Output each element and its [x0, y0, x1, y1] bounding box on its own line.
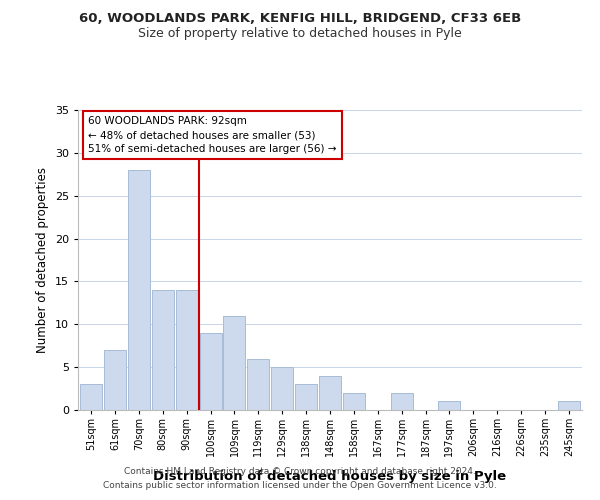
- Bar: [176, 290, 197, 410]
- Y-axis label: Number of detached properties: Number of detached properties: [36, 167, 49, 353]
- Bar: [271, 367, 293, 410]
- Text: 60, WOODLANDS PARK, KENFIG HILL, BRIDGEND, CF33 6EB: 60, WOODLANDS PARK, KENFIG HILL, BRIDGEN…: [79, 12, 521, 26]
- Bar: [558, 402, 580, 410]
- Bar: [295, 384, 317, 410]
- Text: Size of property relative to detached houses in Pyle: Size of property relative to detached ho…: [138, 28, 462, 40]
- Bar: [104, 350, 126, 410]
- Bar: [391, 393, 413, 410]
- Bar: [152, 290, 174, 410]
- X-axis label: Distribution of detached houses by size in Pyle: Distribution of detached houses by size …: [154, 470, 506, 483]
- Bar: [223, 316, 245, 410]
- Bar: [128, 170, 150, 410]
- Bar: [80, 384, 102, 410]
- Text: Contains public sector information licensed under the Open Government Licence v3: Contains public sector information licen…: [103, 481, 497, 490]
- Bar: [200, 333, 221, 410]
- Bar: [439, 402, 460, 410]
- Bar: [343, 393, 365, 410]
- Bar: [247, 358, 269, 410]
- Text: 60 WOODLANDS PARK: 92sqm
← 48% of detached houses are smaller (53)
51% of semi-d: 60 WOODLANDS PARK: 92sqm ← 48% of detach…: [88, 116, 337, 154]
- Bar: [319, 376, 341, 410]
- Text: Contains HM Land Registry data © Crown copyright and database right 2024.: Contains HM Land Registry data © Crown c…: [124, 467, 476, 476]
